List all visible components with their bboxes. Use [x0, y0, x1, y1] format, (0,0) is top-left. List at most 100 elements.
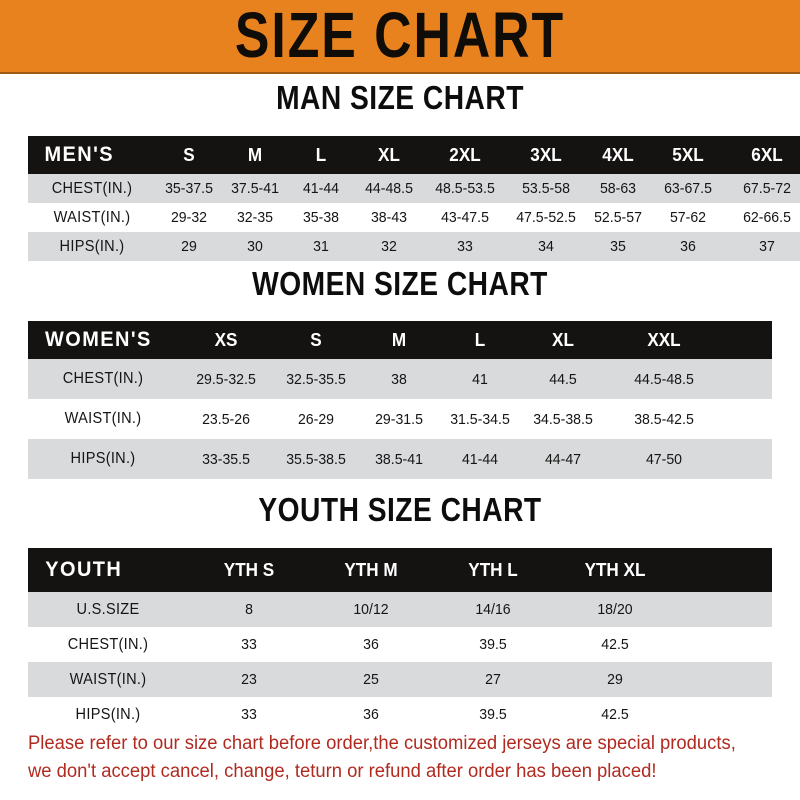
youth-hips-yth-xl: 42.5	[601, 706, 629, 723]
men-header-6xl: 6XL	[751, 144, 783, 165]
men-chest-label: CHEST(IN.)	[51, 179, 133, 197]
table-row: CHEST(IN.) 35-37.5 37.5-41 41-44 44-48.5…	[28, 174, 800, 203]
men-chest-m: 37.5-41	[231, 180, 279, 197]
women-hips-xxl: 47-50	[645, 450, 683, 468]
men-chest-l: 41-44	[302, 180, 340, 197]
youth-chest-label: CHEST(IN.)	[67, 635, 149, 653]
youth-chest-yth-m: 36	[363, 636, 379, 653]
women-waist-m: 29-31.5	[375, 410, 423, 428]
women-header-spacer	[723, 321, 771, 359]
women-chest-label: CHEST(IN.)	[62, 370, 144, 387]
men-header-2xl: 2XL	[449, 144, 481, 165]
men-waist-4xl: 52.5-57	[594, 209, 642, 226]
women-hips-l: 41-44	[461, 450, 499, 468]
table-row: HIPS(IN.) 29 30 31 32 33 34 35 36 37	[28, 232, 800, 261]
men-chest-2xl: 48.5-53.5	[435, 180, 495, 197]
men-chest-4xl: 58-63	[599, 180, 637, 197]
women-chest-spacer	[724, 359, 771, 399]
men-header-xl: XL	[378, 144, 400, 165]
women-hips-s: 35.5-38.5	[286, 450, 346, 468]
men-waist-3xl: 47.5-52.5	[516, 209, 576, 226]
men-chest-3xl: 53.5-58	[522, 180, 570, 197]
youth-waist-label: WAIST(IN.)	[69, 670, 147, 688]
youth-chest-yth-xl: 42.5	[601, 636, 629, 653]
men-hips-m: 30	[247, 238, 263, 255]
youth-size-table: YOUTH YTH S YTH M YTH L YTH XL U.S.SIZE …	[28, 548, 772, 732]
table-row: HIPS(IN.) 33-35.5 35.5-38.5 38.5-41 41-4…	[28, 439, 772, 479]
women-hips-xl: 44-47	[544, 450, 582, 468]
women-header-m: M	[391, 329, 407, 350]
youth-header-spacer	[678, 548, 769, 592]
youth-waist-yth-xl: 29	[607, 671, 623, 688]
women-header-row: WOMEN'S XS S M L XL XXL	[28, 321, 772, 359]
youth-ussize-yth-s: 8	[245, 601, 253, 618]
youth-header-yth-l: YTH L	[468, 559, 518, 580]
youth-hips-yth-l: 39.5	[479, 706, 507, 723]
youth-hips-yth-s: 33	[241, 706, 257, 723]
women-hips-label: HIPS(IN.)	[70, 450, 136, 467]
women-header-s: S	[310, 329, 322, 350]
men-chest-5xl: 63-67.5	[664, 180, 712, 197]
banner-title: SIZE CHART	[234, 0, 566, 72]
men-header-label: MEN'S	[44, 143, 115, 166]
footer-line-2: we don't accept cancel, change, teturn o…	[28, 761, 657, 782]
youth-chest-yth-s: 33	[241, 636, 257, 653]
youth-header-yth-m: YTH M	[344, 559, 398, 580]
women-header-xxl: XXL	[647, 329, 681, 350]
table-row: HIPS(IN.) 33 36 39.5 42.5	[28, 697, 772, 732]
women-size-table: WOMEN'S XS S M L XL XXL CHEST(IN.) 29.5-…	[28, 321, 772, 479]
men-chest-6xl: 67.5-72	[743, 180, 791, 197]
youth-waist-spacer	[679, 662, 769, 697]
table-row: U.S.SIZE 8 10/12 14/16 18/20	[28, 592, 772, 627]
men-header-row: MEN'S S M L XL 2XL 3XL 4XL 5XL 6XL	[28, 136, 800, 174]
youth-header-yth-xl: YTH XL	[584, 559, 646, 580]
men-waist-5xl: 57-62	[669, 209, 707, 226]
youth-ussize-label: U.S.SIZE	[76, 600, 140, 618]
women-waist-xs: 23.5-26	[202, 410, 250, 428]
youth-hips-label: HIPS(IN.)	[75, 705, 141, 723]
table-row: WAIST(IN.) 29-32 32-35 35-38 38-43 43-47…	[28, 203, 800, 232]
youth-section-title: YOUTH SIZE CHART	[258, 491, 542, 529]
women-header-label: WOMEN'S	[45, 328, 152, 351]
youth-header-row: YOUTH YTH S YTH M YTH L YTH XL	[28, 548, 772, 592]
men-hips-5xl: 36	[680, 238, 696, 255]
men-hips-3xl: 34	[538, 238, 554, 255]
men-hips-xl: 32	[381, 238, 397, 255]
men-waist-s: 29-32	[170, 209, 208, 226]
man-section-title: MAN SIZE CHART	[276, 79, 524, 117]
men-hips-2xl: 33	[457, 238, 473, 255]
women-hips-xs: 33-35.5	[202, 450, 250, 468]
footer-line-1: Please refer to our size chart before or…	[28, 733, 736, 754]
women-header-l: L	[474, 329, 486, 350]
women-chest-xl: 44.5	[549, 370, 577, 388]
youth-waist-yth-m: 25	[363, 671, 379, 688]
youth-hips-yth-m: 36	[363, 706, 379, 723]
women-chest-s: 32.5-35.5	[286, 370, 346, 388]
men-header-s: S	[183, 144, 195, 165]
youth-header-yth-s: YTH S	[223, 559, 275, 580]
men-size-table: MEN'S S M L XL 2XL 3XL 4XL 5XL 6XL CHEST…	[28, 136, 800, 261]
men-header-l: L	[315, 144, 327, 165]
women-chest-xs: 29.5-32.5	[196, 370, 256, 388]
men-hips-6xl: 37	[759, 238, 775, 255]
women-chest-l: 41	[472, 370, 488, 388]
men-header-4xl: 4XL	[602, 144, 634, 165]
women-hips-m: 38.5-41	[375, 450, 423, 468]
youth-ussize-yth-l: 14/16	[475, 601, 511, 618]
men-waist-m: 32-35	[236, 209, 274, 226]
women-waist-s: 26-29	[297, 410, 335, 428]
women-chest-xxl: 44.5-48.5	[634, 370, 694, 388]
women-waist-l: 31.5-34.5	[450, 410, 510, 428]
women-header-xs: XS	[214, 329, 238, 350]
youth-ussize-yth-m: 10/12	[353, 601, 389, 618]
men-waist-xl: 38-43	[370, 209, 408, 226]
men-waist-6xl: 62-66.5	[743, 209, 791, 226]
table-row: CHEST(IN.) 29.5-32.5 32.5-35.5 38 41 44.…	[28, 359, 772, 399]
women-hips-spacer	[724, 439, 771, 479]
youth-header-label: YOUTH	[45, 558, 123, 581]
youth-ussize-yth-xl: 18/20	[597, 601, 633, 618]
men-waist-label: WAIST(IN.)	[53, 208, 131, 226]
table-row: CHEST(IN.) 33 36 39.5 42.5	[28, 627, 772, 662]
youth-waist-yth-s: 23	[241, 671, 257, 688]
women-waist-spacer	[724, 399, 771, 439]
